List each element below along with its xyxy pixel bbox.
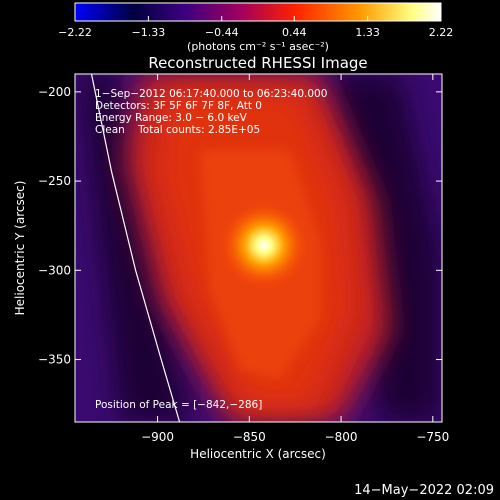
colorbar-gradient — [74, 2, 442, 22]
solar-limb-curve — [90, 74, 181, 422]
annotation-total-counts: Clean Total counts: 2.85E+05 — [95, 124, 260, 136]
colorbar-tick-label: 1.33 — [355, 26, 380, 39]
x-tick-label: −850 — [233, 430, 266, 444]
y-axis-ticks: −200 −250 −300 −350 — [38, 85, 442, 367]
colorbar-ticks: −2.22 −1.33 −0.44 0.44 1.33 2.22 — [58, 16, 453, 39]
colorbar-units-label: (photons cm⁻² s⁻¹ asec⁻²) — [187, 40, 329, 53]
colorbar-tick-label: −1.33 — [132, 26, 166, 39]
colorbar-tick-label: −2.22 — [58, 26, 92, 39]
y-tick-label: −350 — [38, 353, 71, 367]
info-annotations: 1−Sep−2012 06:17:40.000 to 06:23:40.000 … — [95, 88, 327, 136]
y-axis-label: Heliocentric Y (arcsec) — [13, 181, 27, 316]
y-tick-label: −200 — [38, 85, 71, 99]
y-tick-label: −250 — [38, 174, 71, 188]
x-tick-label: −800 — [325, 430, 358, 444]
y-tick-label: −300 — [38, 263, 71, 277]
peak-source — [220, 201, 309, 290]
peak-position-label: Position of Peak = [−842,−286] — [95, 399, 262, 411]
colorbar: −2.22 −1.33 −0.44 0.44 1.33 2.22 (photons cm⁻… — [58, 2, 453, 53]
colorbar-tick-label: −0.44 — [205, 26, 239, 39]
x-axis-ticks: −900 −850 −800 −750 — [141, 74, 449, 444]
annotation-energy-range: Energy Range: 3.0 − 6.0 keV — [95, 112, 248, 124]
annotation-time-range: 1−Sep−2012 06:17:40.000 to 06:23:40.000 — [95, 88, 327, 100]
heatmap-image — [75, 74, 442, 422]
x-axis-label: Heliocentric X (arcsec) — [190, 447, 326, 461]
x-tick-label: −900 — [141, 430, 174, 444]
colorbar-tick-label: 0.44 — [282, 26, 307, 39]
footer-timestamp: 14−May−2022 02:09 — [354, 483, 494, 498]
colorbar-tick-label: 2.22 — [429, 26, 454, 39]
annotation-detectors: Detectors: 3F 5F 6F 7F 8F, Att 0 — [95, 100, 262, 112]
plot-frame — [74, 73, 443, 423]
x-tick-label: −750 — [416, 430, 449, 444]
chart-title: Reconstructed RHESSI Image — [148, 54, 367, 72]
